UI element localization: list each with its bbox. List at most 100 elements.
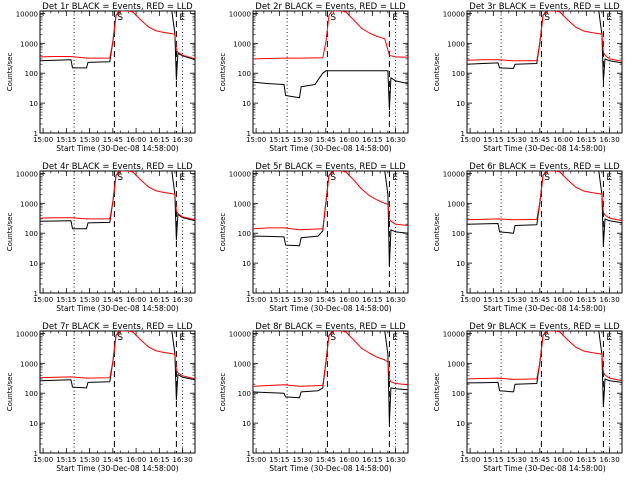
x-tick-label: 16:15 <box>576 296 596 304</box>
x-tick-label: 15:30 <box>293 136 313 144</box>
x-tick-label: 15:45 <box>530 296 550 304</box>
x-tick-label: 16:00 <box>339 136 359 144</box>
x-tick-label: 15:00 <box>246 296 266 304</box>
x-tick-label: 16:00 <box>553 456 573 464</box>
y-tick-label: 1 <box>247 130 251 138</box>
series-group <box>467 11 622 82</box>
plot-frame <box>252 170 409 294</box>
plot-frame <box>466 330 623 454</box>
x-tick-label: 15:00 <box>33 456 53 464</box>
panel-title: Det 7r BLACK = Events, RED = LLD <box>42 322 193 332</box>
start-marker-label: S <box>117 333 123 343</box>
x-tick-label: 15:45 <box>316 456 336 464</box>
x-tick-label: 16:00 <box>553 136 573 144</box>
y-tick-label: 10000 <box>229 10 251 18</box>
x-tick-label: 15:45 <box>530 456 550 464</box>
panel-9: Det 9r BLACK = Events, RED = LLD 1 10 100 10… <box>433 322 623 473</box>
y-tick-label: 10 <box>29 420 38 428</box>
y-tick-label: 10 <box>29 100 38 108</box>
panel-7: Det 7r BLACK = Events, RED = LLD 1 10 100 10… <box>6 322 196 473</box>
panel-4: Det 4r BLACK = Events, RED = LLD 1 10 100 10… <box>6 162 196 313</box>
series-group <box>253 331 408 424</box>
x-tick-label: 16:30 <box>600 456 620 464</box>
x-axis-label: Start Time (30-Dec-08 14:58:00) <box>269 144 391 153</box>
x-tick-label: 16:00 <box>126 136 146 144</box>
y-axis-label: Counts/sec <box>6 213 14 252</box>
x-tick-label: 16:30 <box>173 136 193 144</box>
y-tick-label: 1 <box>247 450 251 458</box>
panel-5: Det 5r BLACK = Events, RED = LLD 1 10 100 10… <box>219 162 409 313</box>
x-tick-label: 16:30 <box>173 296 193 304</box>
y-tick-label: 10 <box>242 420 251 428</box>
start-marker-label: S <box>330 13 336 23</box>
series-line-lld <box>40 171 195 221</box>
x-tick-label: 15:30 <box>293 456 313 464</box>
end-marker-label: E <box>606 333 612 343</box>
y-tick-label: 10000 <box>229 330 251 338</box>
x-tick-label: 15:45 <box>103 136 123 144</box>
x-axis-label: Start Time (30-Dec-08 14:58:00) <box>483 304 605 313</box>
series-line-lld <box>467 171 622 222</box>
y-tick-label: 1000 <box>20 40 38 48</box>
x-tick-label: 15:30 <box>80 456 100 464</box>
x-tick-label: 16:00 <box>126 296 146 304</box>
x-tick-label: 15:00 <box>33 136 53 144</box>
start-marker-label: S <box>544 13 550 23</box>
x-axis-label: Start Time (30-Dec-08 14:58:00) <box>483 464 605 473</box>
panel-title: Det 5r BLACK = Events, RED = LLD <box>255 162 406 172</box>
start-marker-label: S <box>544 333 550 343</box>
y-tick-label: 1 <box>461 130 465 138</box>
y-axis-label: Counts/sec <box>219 53 227 92</box>
series-line-lld <box>253 11 408 60</box>
start-marker-label: S <box>330 173 336 183</box>
x-tick-label: 15:45 <box>316 136 336 144</box>
series-line-lld <box>253 331 408 387</box>
end-marker-label: E <box>392 13 398 23</box>
panel-title: Det 6r BLACK = Events, RED = LLD <box>469 162 620 172</box>
series-group <box>40 171 195 241</box>
y-axis-label: Counts/sec <box>6 373 14 412</box>
series-line-events <box>253 171 408 267</box>
y-tick-label: 1000 <box>233 40 251 48</box>
panel-title: Det 3r BLACK = Events, RED = LLD <box>469 2 620 12</box>
y-tick-label: 1000 <box>20 200 38 208</box>
plot-frame <box>466 170 623 294</box>
x-tick-label: 16:15 <box>149 296 169 304</box>
y-tick-label: 1 <box>461 450 465 458</box>
y-tick-label: 100 <box>25 230 38 238</box>
y-axis-label: Counts/sec <box>219 373 227 412</box>
y-tick-label: 100 <box>452 230 465 238</box>
x-tick-label: 16:30 <box>386 136 406 144</box>
y-tick-label: 100 <box>452 70 465 78</box>
series-group <box>467 331 622 408</box>
x-tick-label: 15:30 <box>80 296 100 304</box>
end-marker-label: E <box>606 13 612 23</box>
panel-3: Det 3r BLACK = Events, RED = LLD 1 10 100 10… <box>433 2 623 153</box>
y-tick-label: 1000 <box>233 200 251 208</box>
y-tick-label: 1 <box>461 290 465 298</box>
y-tick-label: 10 <box>242 100 251 108</box>
y-tick-label: 10000 <box>229 170 251 178</box>
x-tick-label: 15:15 <box>483 136 503 144</box>
x-tick-label: 15:15 <box>483 456 503 464</box>
y-tick-label: 10000 <box>443 330 465 338</box>
y-tick-label: 100 <box>25 390 38 398</box>
y-axis-label: Counts/sec <box>433 213 441 252</box>
y-tick-label: 1000 <box>20 360 38 368</box>
x-tick-label: 16:00 <box>126 456 146 464</box>
x-tick-label: 16:15 <box>576 136 596 144</box>
panel-title: Det 8r BLACK = Events, RED = LLD <box>255 322 406 332</box>
x-tick-label: 15:15 <box>269 136 289 144</box>
y-axis-label: Counts/sec <box>433 53 441 92</box>
end-marker-label: E <box>179 13 185 23</box>
x-tick-label: 16:30 <box>600 296 620 304</box>
series-line-events <box>40 171 195 241</box>
series-line-events <box>40 331 195 401</box>
x-tick-label: 15:00 <box>460 296 480 304</box>
x-tick-label: 15:15 <box>483 296 503 304</box>
x-tick-label: 15:45 <box>316 296 336 304</box>
y-tick-label: 10000 <box>16 170 38 178</box>
x-tick-label: 15:45 <box>103 456 123 464</box>
y-tick-label: 1000 <box>447 360 465 368</box>
